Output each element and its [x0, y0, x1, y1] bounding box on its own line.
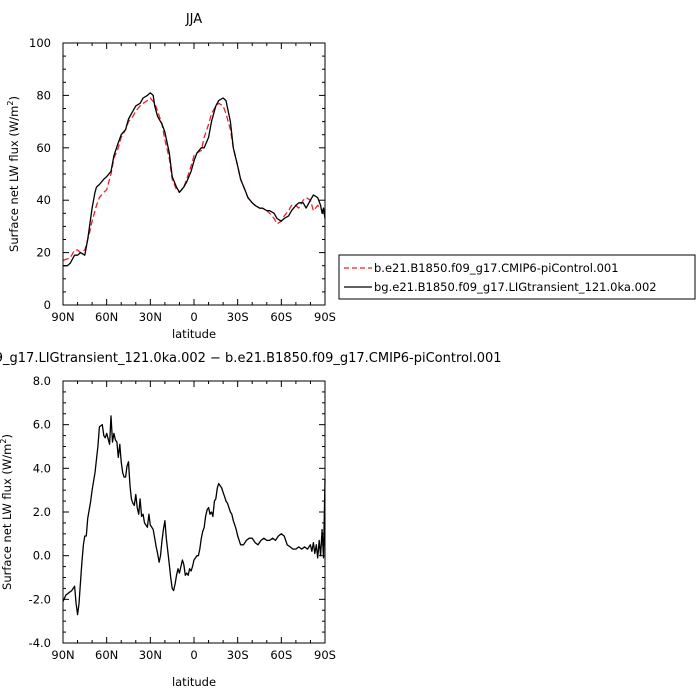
- bot-x-tick-label: 30N: [139, 648, 162, 662]
- bot-x-tick-label: 90N: [51, 648, 74, 662]
- bot-y-tick-label: -4.0: [29, 636, 51, 650]
- top-plot-frame: [62, 42, 326, 306]
- bot-y-tick-label: 6.0: [33, 418, 51, 432]
- top-chart-title: JJA: [185, 12, 202, 27]
- bot-x-tick-label: 0: [190, 648, 197, 662]
- top-y-tick-label: 60: [36, 141, 51, 155]
- top-panel: JJA 90N 60N 30N 0 30S 60S 90S 0 20 40 60 80 100 lat…: [6, 12, 336, 341]
- legend-label-ligtransient: bg.e21.B1850.f09_g17.LIGtransient_121.0k…: [374, 280, 657, 294]
- bottom-y-axis-unit-open: (W/m: [0, 444, 14, 475]
- top-y-tick-label: 40: [36, 193, 51, 207]
- bottom-x-tick-labels: 90N 60N 30N 0 30S 60S 90S: [51, 648, 336, 662]
- bottom-series-group: [62, 415, 326, 616]
- legend-box: [338, 254, 696, 300]
- top-x-tick-label: 0: [190, 310, 197, 324]
- bot-x-tick-label: 60S: [270, 648, 292, 662]
- top-y-axis-label-text: Surface net LW flux: [7, 140, 21, 252]
- top-x-tick-label: 60N: [95, 310, 118, 324]
- top-y-axis-label: Surface net LW flux (W/m2): [6, 96, 21, 252]
- bottom-y-axis-label: Surface net LW flux (W/m2): [0, 434, 14, 590]
- bottom-chart-title: bg.e21.B1850.f09_g17.LIGtransient_121.0k…: [0, 351, 502, 366]
- bottom-plot-frame: [62, 380, 326, 644]
- bottom-y-axis-label-text: Surface net LW flux: [0, 478, 14, 590]
- top-x-tick-labels: 90N 60N 30N 0 30S 60S 90S: [51, 310, 336, 324]
- bottom-axes: [62, 380, 326, 644]
- top-y-tick-label: 100: [29, 36, 51, 50]
- top-y-tick-label: 20: [36, 246, 51, 260]
- bottom-y-axis-unit-sup: 2: [0, 439, 8, 444]
- top-x-tick-label: 60S: [270, 310, 292, 324]
- top-series-group: [62, 92, 326, 267]
- top-x-tick-label: 90S: [314, 310, 336, 324]
- bottom-y-axis-unit-close: ): [0, 434, 14, 439]
- legend: b.e21.B1850.f09_g17.CMIP6-piControl.001 …: [338, 254, 696, 300]
- bot-x-tick-label: 30S: [227, 648, 249, 662]
- top-x-tick-label: 30S: [227, 310, 249, 324]
- bottom-x-axis-label: latitude: [172, 675, 216, 689]
- bot-x-tick-label: 90S: [314, 648, 336, 662]
- bot-y-tick-label: 0.0: [33, 549, 51, 563]
- top-x-tick-label: 90N: [51, 310, 74, 324]
- top-series-line-0: [62, 97, 326, 262]
- bottom-y-tick-labels: -4.0 -2.0 0.0 2.0 4.0 6.0 8.0: [29, 374, 51, 650]
- top-y-tick-label: 80: [36, 88, 51, 102]
- top-x-axis-label: latitude: [172, 327, 216, 341]
- bot-y-tick-label: -2.0: [29, 592, 51, 606]
- top-series-line-1: [63, 92, 326, 267]
- top-x-tick-label: 30N: [139, 310, 162, 324]
- top-y-axis-unit-open: (W/m: [7, 106, 21, 137]
- top-y-axis-unit-close: ): [7, 96, 21, 101]
- legend-label-picontrol: b.e21.B1850.f09_g17.CMIP6-piControl.001: [374, 261, 619, 275]
- top-y-axis-unit-sup: 2: [6, 101, 15, 106]
- bot-x-tick-label: 60N: [95, 648, 118, 662]
- bot-y-tick-label: 4.0: [33, 461, 51, 475]
- bottom-panel: bg.e21.B1850.f09_g17.LIGtransient_121.0k…: [0, 351, 502, 689]
- bot-y-tick-label: 2.0: [33, 505, 51, 519]
- bot-y-tick-label: 8.0: [33, 374, 51, 388]
- top-y-tick-labels: 0 20 40 60 80 100: [29, 36, 51, 312]
- top-y-tick-label: 0: [44, 298, 51, 312]
- top-axes: [62, 42, 326, 306]
- bot-series-line-0: [62, 415, 326, 616]
